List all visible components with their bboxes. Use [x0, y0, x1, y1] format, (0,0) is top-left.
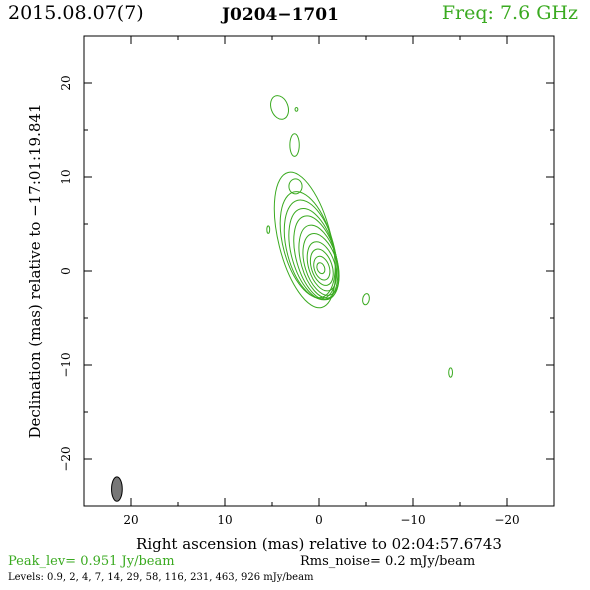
- x-tick-label: 10: [217, 513, 232, 527]
- component-contour: [288, 178, 303, 195]
- y-tick-label: 0: [59, 267, 73, 275]
- component-contour: [270, 95, 290, 120]
- rms-noise: Rms_noise= 0.2 mJy/beam: [300, 554, 476, 569]
- component-contour: [266, 225, 271, 234]
- contour-levels: Levels: 0.9, 2, 4, 7, 14, 29, 58, 116, 2…: [8, 572, 314, 583]
- peak-level: Peak_lev= 0.951 Jy/beam: [8, 554, 175, 569]
- y-tick-label: −20: [59, 446, 73, 471]
- epoch-date: 2015.08.07(7): [8, 2, 144, 24]
- core-contour: [283, 199, 338, 300]
- x-tick-label: −20: [494, 513, 519, 527]
- core-contour: [306, 241, 337, 292]
- plot-frame: [83, 35, 555, 507]
- contour-lines: [266, 95, 453, 378]
- core-contour: [316, 262, 326, 275]
- beam-ellipse: [111, 476, 123, 502]
- y-tick-label: −10: [59, 352, 73, 377]
- component-contour: [294, 106, 299, 112]
- core-contour: [313, 255, 331, 281]
- core-contour: [298, 224, 340, 299]
- x-axis-label: Right ascension (mas) relative to 02:04:…: [136, 535, 502, 553]
- source-name: J0204−1701: [222, 5, 339, 25]
- component-contour: [362, 293, 370, 306]
- core-contour: [309, 248, 334, 286]
- y-tick-label: 20: [59, 75, 73, 90]
- frequency-label: Freq: 7.6 GHz: [441, 2, 578, 24]
- component-contour: [289, 133, 300, 157]
- y-axis-label: Declination (mas) relative to −17:01:19.…: [26, 103, 44, 438]
- core-contour: [273, 171, 336, 309]
- x-tick-label: 0: [315, 513, 323, 527]
- y-tick-label: 10: [59, 169, 73, 184]
- x-tick-label: −10: [400, 513, 425, 527]
- x-tick-label: 20: [123, 513, 138, 527]
- component-contour: [448, 367, 453, 378]
- axis-ticks: 20 10 0 −10 −20 20 10 0 −10 −20: [59, 35, 555, 527]
